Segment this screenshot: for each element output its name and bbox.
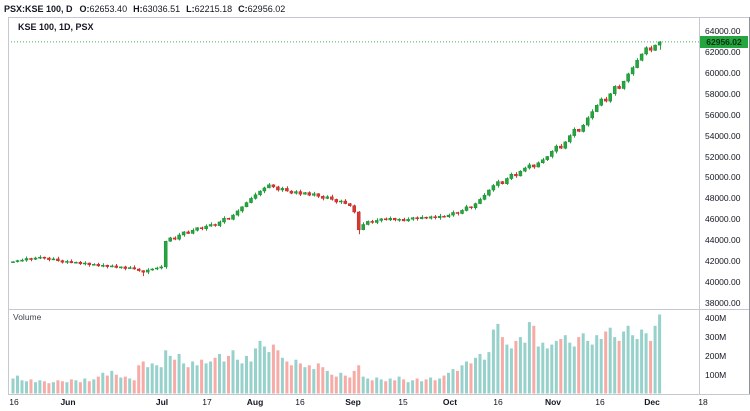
last-price-badge: 62956.02: [700, 35, 748, 48]
high-value: 63036.51: [142, 3, 181, 14]
chart-legend[interactable]: KSE 100, 1D, PSX: [18, 22, 94, 32]
price-axis-label: 60000.00: [705, 67, 741, 78]
time-axis-label: Jun: [60, 397, 76, 407]
time-axis-label: 16: [9, 397, 19, 407]
price-axis-label: 50000.00: [705, 172, 741, 183]
volume-axis-label: 300M: [705, 332, 727, 343]
time-axis[interactable]: 16 Jun Jul 17 Aug 16 Sep 15 Oct 16 Nov 16 Dec 18: [0, 395, 750, 411]
time-axis-label: 18: [698, 397, 708, 407]
close-readout: C:62956.02: [238, 4, 285, 14]
time-axis-label: Jul: [155, 397, 169, 407]
price-axis-label: 38000.00: [705, 298, 741, 308]
time-axis-label: 16: [295, 397, 305, 407]
open-readout: O:62653.40: [80, 4, 128, 14]
price-axis-label: 62000.00: [705, 46, 741, 57]
time-axis-label: 16: [595, 397, 605, 407]
time-axis-label: Oct: [442, 397, 458, 407]
price-axis-label: 64000.00: [705, 26, 741, 36]
volume-axis-label: 200M: [705, 350, 727, 361]
close-label: C:: [238, 3, 248, 14]
time-axis-label: Nov: [544, 397, 562, 407]
low-readout: L:62215.18: [186, 4, 232, 14]
time-axis-label: 17: [202, 397, 212, 407]
volume-axis-label: 100M: [705, 369, 727, 380]
price-axis-label: 42000.00: [705, 256, 741, 267]
price-axis-label: 58000.00: [705, 88, 741, 99]
price-axis-label: 48000.00: [705, 193, 741, 204]
time-axis-label: Sep: [345, 397, 361, 407]
price-axis-label: 40000.00: [705, 277, 741, 288]
high-readout: H:63036.51: [133, 4, 180, 14]
close-value: 62956.02: [247, 3, 286, 14]
price-axis-label: 52000.00: [705, 151, 741, 162]
time-axis-label: Dec: [644, 397, 660, 407]
price-axis-label: 54000.00: [705, 130, 741, 141]
price-axis-label: 56000.00: [705, 109, 741, 120]
open-value: 62653.40: [89, 3, 128, 14]
symbol-title[interactable]: PSX:KSE 100, D: [4, 3, 73, 14]
time-axis-label: 16: [493, 397, 503, 407]
volume-axis-label: 400M: [705, 313, 727, 324]
ohlc-header-bar: PSX:KSE 100, D O:62653.40 H:63036.51 L:6…: [4, 0, 291, 17]
low-value: 62215.18: [194, 3, 233, 14]
price-axis[interactable]: 62956.02 64000.00 62000.00 60000.00 58000.0…: [699, 0, 750, 411]
volume-pane-label[interactable]: Volume: [13, 312, 42, 322]
open-label: O:: [79, 3, 90, 14]
time-axis-label: 15: [398, 397, 408, 407]
high-label: H:: [133, 3, 143, 14]
time-axis-label: Aug: [246, 397, 264, 407]
price-axis-label: 46000.00: [705, 214, 741, 225]
price-axis-label: 44000.00: [705, 235, 741, 246]
low-label: L:: [186, 3, 195, 14]
